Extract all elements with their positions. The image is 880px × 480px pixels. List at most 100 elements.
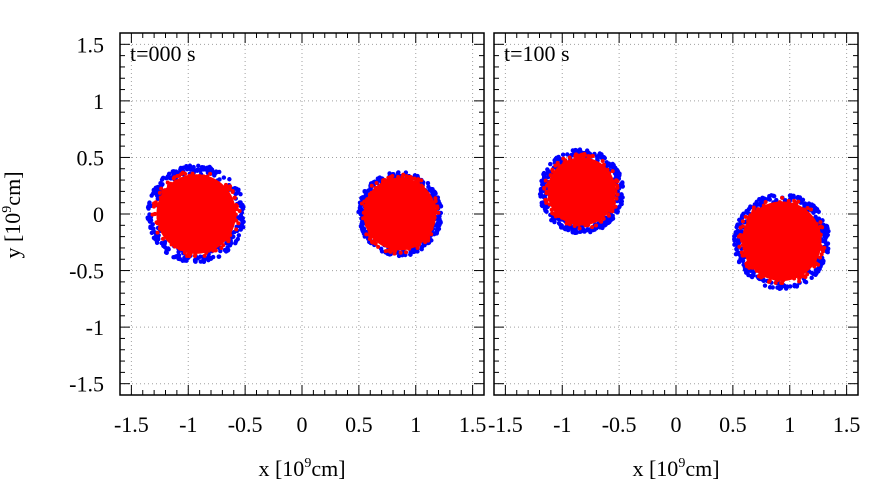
halo-particle: [196, 163, 201, 169]
core-edge-particle: [818, 220, 823, 225]
halo-particle: [732, 242, 737, 247]
halo-particle: [586, 150, 591, 156]
core-edge-particle: [577, 226, 582, 231]
core-edge-particle: [202, 253, 207, 258]
core-edge-particle: [187, 254, 192, 259]
halo-particle: [580, 226, 586, 232]
halo-particle: [437, 217, 442, 222]
halo-particle: [735, 228, 740, 234]
halo-particle: [619, 196, 624, 201]
core-edge-particle: [816, 262, 821, 267]
halo-particle: [774, 197, 779, 203]
halo-particle: [412, 248, 417, 253]
x-axis-label-left: x [109cm]: [258, 456, 345, 480]
x-tick-label: 0: [671, 412, 682, 437]
halo-particle: [241, 219, 246, 224]
core-edge-particle: [160, 236, 165, 241]
core-edge-particle: [809, 207, 814, 212]
core-edge-particle: [364, 232, 369, 237]
core-edge-particle: [151, 204, 156, 209]
core-edge-particle: [572, 223, 577, 228]
core-edge-particle: [232, 195, 237, 200]
core-edge-particle: [423, 240, 428, 245]
core-edge-particle: [743, 214, 748, 219]
halo-particle: [574, 230, 579, 235]
halo-particle: [223, 249, 229, 254]
halo-particle: [430, 187, 435, 192]
core-edge-particle: [610, 209, 615, 214]
halo-particle: [802, 202, 807, 208]
halo-particle: [233, 241, 238, 246]
x-tick-label: -1.5: [488, 412, 523, 437]
core-edge-particle: [614, 196, 619, 201]
halo-particle: [738, 256, 743, 261]
star-core-0: [547, 157, 616, 226]
halo-particle: [435, 220, 441, 225]
halo-particle: [602, 222, 607, 227]
halo-particle: [548, 161, 553, 167]
core-edge-particle: [759, 275, 764, 280]
halo-particle: [615, 209, 620, 214]
halo-particle: [145, 205, 151, 210]
halo-particle: [813, 214, 818, 219]
halo-particle: [736, 259, 742, 265]
x-tick-label: -1: [553, 412, 571, 437]
core-edge-particle: [802, 274, 807, 279]
halo-particle: [565, 152, 570, 157]
core-edge-particle: [820, 225, 825, 230]
core-edge-particle: [550, 211, 555, 216]
core-edge-particle: [737, 244, 742, 249]
core-edge-particle: [599, 219, 604, 224]
core-edge-particle: [780, 281, 785, 286]
core-edge-particle: [590, 225, 595, 230]
core-edge-particle: [236, 221, 241, 226]
halo-particle: [208, 166, 214, 171]
halo-particle: [206, 255, 211, 260]
halo-particle: [558, 156, 563, 162]
core-edge-particle: [543, 178, 548, 183]
halo-particle: [778, 286, 784, 291]
halo-particle: [160, 176, 165, 181]
x-tick-label: 1: [784, 412, 795, 437]
core-edge-particle: [159, 186, 164, 191]
core-edge-particle: [435, 206, 440, 211]
halo-particle: [176, 249, 181, 255]
halo-particle: [425, 181, 431, 186]
core-edge-particle: [152, 211, 157, 216]
core-edge-particle: [433, 196, 438, 201]
halo-particle: [165, 246, 171, 251]
halo-particle: [541, 194, 546, 200]
core-edge-particle: [588, 154, 593, 159]
halo-particle: [164, 175, 169, 181]
y-axis-label: y [109cm]: [0, 171, 25, 258]
core-edge-particle: [436, 210, 441, 215]
halo-particle: [584, 228, 589, 233]
time-annotation: t=100 s: [504, 41, 570, 66]
core-edge-particle: [404, 250, 409, 255]
x-tick-label: -1.5: [114, 412, 149, 437]
halo-particle: [221, 175, 227, 180]
halo-particle: [197, 167, 202, 173]
y-tick-label: -0.5: [69, 259, 104, 284]
core-edge-particle: [615, 192, 620, 197]
core-edge-particle: [610, 169, 615, 174]
halo-particle: [771, 193, 777, 199]
halo-particle: [607, 218, 612, 223]
x-tick-label: -0.5: [228, 412, 263, 437]
x-tick-label: 1.5: [459, 412, 487, 437]
core-edge-particle: [412, 176, 417, 181]
halo-particle: [760, 195, 765, 201]
halo-particle: [802, 279, 808, 284]
core-edge-particle: [739, 250, 744, 255]
star-core-0: [156, 174, 237, 254]
core-edge-particle: [415, 245, 420, 250]
halo-particle: [154, 239, 160, 244]
halo-particle: [434, 231, 439, 236]
halo-particle: [152, 187, 157, 192]
core-edge-particle: [370, 240, 375, 245]
halo-particle: [810, 203, 815, 208]
halo-particle: [357, 208, 362, 214]
halo-particle: [359, 195, 364, 201]
core-edge-particle: [780, 195, 785, 200]
core-edge-particle: [373, 241, 378, 246]
